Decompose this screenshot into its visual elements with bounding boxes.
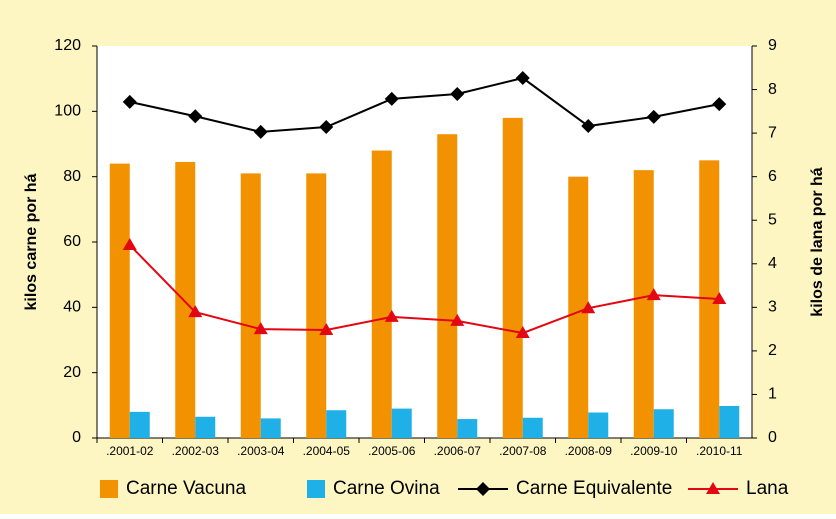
x-tick-label: .2007-08 [499,444,547,458]
y-tick-label: 120 [54,37,81,54]
bar [109,163,130,438]
y-tick-label: 80 [63,168,81,185]
bar [653,409,674,438]
point [253,124,268,139]
y2-axis-label: kilos de lana por há [809,167,826,316]
legend-marker [706,482,720,494]
y2-tick-label: 5 [768,211,777,228]
point [188,109,203,124]
y-tick-label: 100 [54,103,81,120]
point [319,120,334,135]
point [253,322,268,335]
point [712,292,727,305]
bar [568,176,589,438]
y-tick-label: 20 [63,364,81,381]
legend-marker [476,482,490,496]
legend-swatch [100,480,118,498]
x-tick-label: .2003-04 [237,444,285,458]
point [581,301,596,314]
y-tick-label: 40 [63,299,81,316]
bar [129,411,150,438]
bar [306,173,327,438]
point [384,309,399,322]
point [122,94,137,109]
point [515,71,530,86]
x-tick-label: .2001-02 [106,444,154,458]
point [450,313,465,326]
y-tick-label: 0 [72,429,81,446]
point [646,109,661,124]
bar [522,417,543,438]
point [122,238,137,251]
x-tick-label: .2009-10 [630,444,678,458]
bar [391,408,412,438]
point [319,322,334,335]
bar [719,405,740,438]
bar [195,416,216,438]
point [581,119,596,134]
legend-label: Carne Vacuna [126,478,246,499]
bar [502,117,523,438]
x-tick-label: .2006-07 [434,444,482,458]
bar [260,418,281,438]
point [515,326,530,339]
point [384,91,399,106]
x-tick-label: .2008-09 [565,444,613,458]
y2-tick-label: 8 [768,81,777,98]
point [450,87,465,102]
legend-swatch [307,480,325,498]
bar [457,419,478,438]
y2-tick-label: 4 [768,255,777,272]
line [129,76,720,133]
bar [326,410,347,438]
bar [240,173,261,438]
bar [588,412,609,438]
y2-tick-label: 9 [768,37,777,54]
y2-tick-label: 3 [768,299,777,316]
point [712,97,727,112]
x-tick-label: .2002-03 [172,444,220,458]
y-axis-label: kilos carne por há [23,173,40,310]
legend-label: Lana [746,478,789,499]
bar [371,150,392,439]
x-tick-label: .2010-11 [696,444,743,458]
y2-tick-label: 0 [768,429,777,446]
y2-tick-label: 6 [768,168,777,185]
bar [175,161,196,438]
bar [437,134,458,438]
legend-label: Carne Equivalente [516,478,672,499]
y-tick-label: 60 [63,233,81,250]
line [129,244,720,335]
point [646,288,661,301]
legend-label: Carne Ovina [333,478,440,499]
y2-tick-label: 7 [768,124,777,141]
point [188,305,203,318]
x-tick-label: .2005-06 [368,444,416,458]
y2-tick-label: 2 [768,342,777,359]
y2-tick-label: 1 [768,386,777,403]
x-tick-label: .2004-05 [303,444,351,458]
bar [633,170,654,438]
